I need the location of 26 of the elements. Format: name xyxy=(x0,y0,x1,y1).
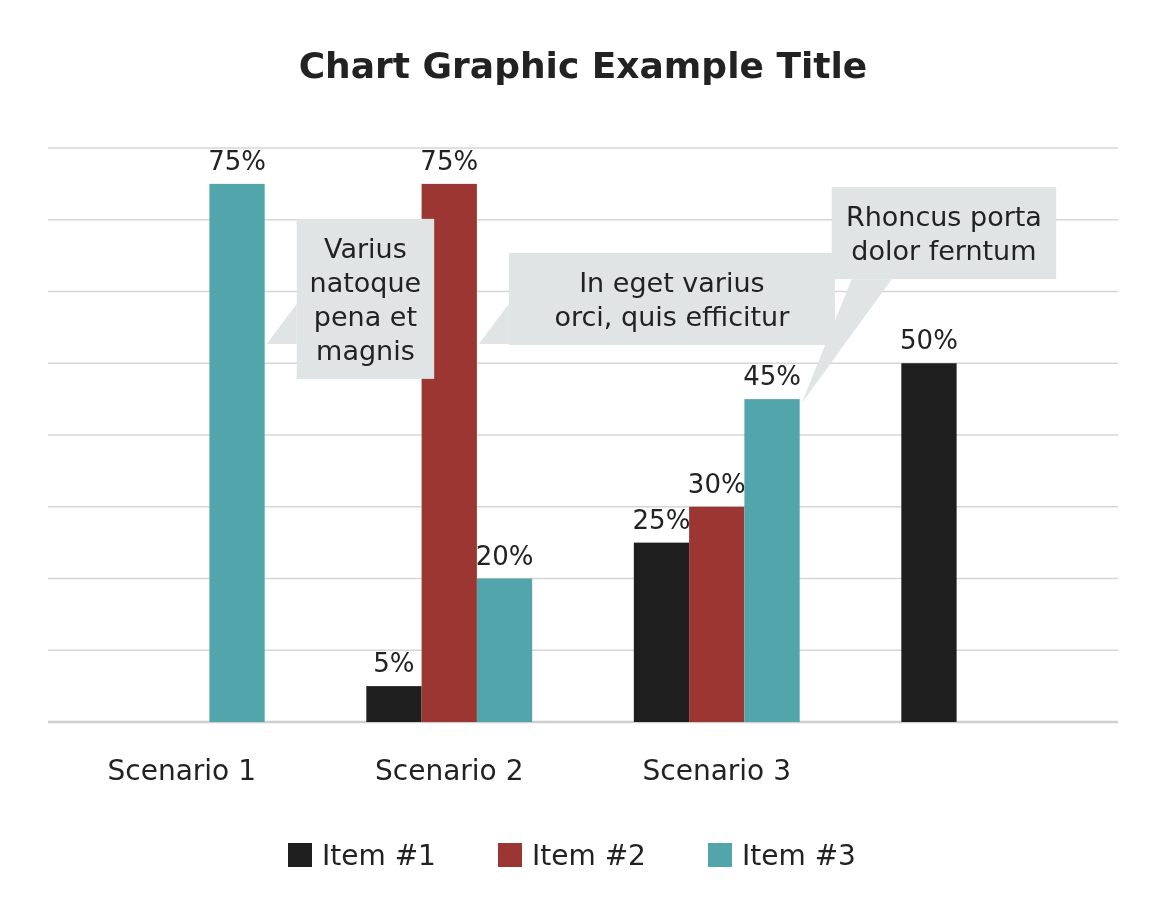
bar xyxy=(421,183,477,722)
bar xyxy=(366,686,422,722)
bar xyxy=(689,506,745,722)
x-tick-label: Scenario 2 xyxy=(375,754,524,787)
annotation: Rhoncus porta dolor ferntum xyxy=(845,201,1042,267)
data-label: 5% xyxy=(373,648,415,679)
bar xyxy=(633,542,690,722)
x-tick-label: Scenario 1 xyxy=(107,754,256,787)
data-label: 45% xyxy=(743,361,801,392)
legend-label: Item #1 xyxy=(322,839,436,872)
data-label: 50% xyxy=(900,325,958,356)
data-label: 75% xyxy=(208,145,266,176)
bar xyxy=(476,578,533,722)
legend-label: Item #3 xyxy=(742,839,856,872)
x-tick-label: Scenario 3 xyxy=(642,754,791,787)
data-label: 25% xyxy=(632,504,691,535)
data-label: 20% xyxy=(475,540,534,571)
legend-label: Item #2 xyxy=(532,839,646,872)
chart-title: Chart Graphic Example Title xyxy=(298,45,868,86)
data-label: 75% xyxy=(420,145,479,176)
annotation: In eget varius orci, quis efficitur xyxy=(554,267,791,333)
bar xyxy=(209,183,265,722)
annotation: Varius natoque pena et magnis xyxy=(309,233,422,367)
data-label: 30% xyxy=(687,468,746,499)
bar xyxy=(901,363,957,722)
bar xyxy=(744,399,800,722)
